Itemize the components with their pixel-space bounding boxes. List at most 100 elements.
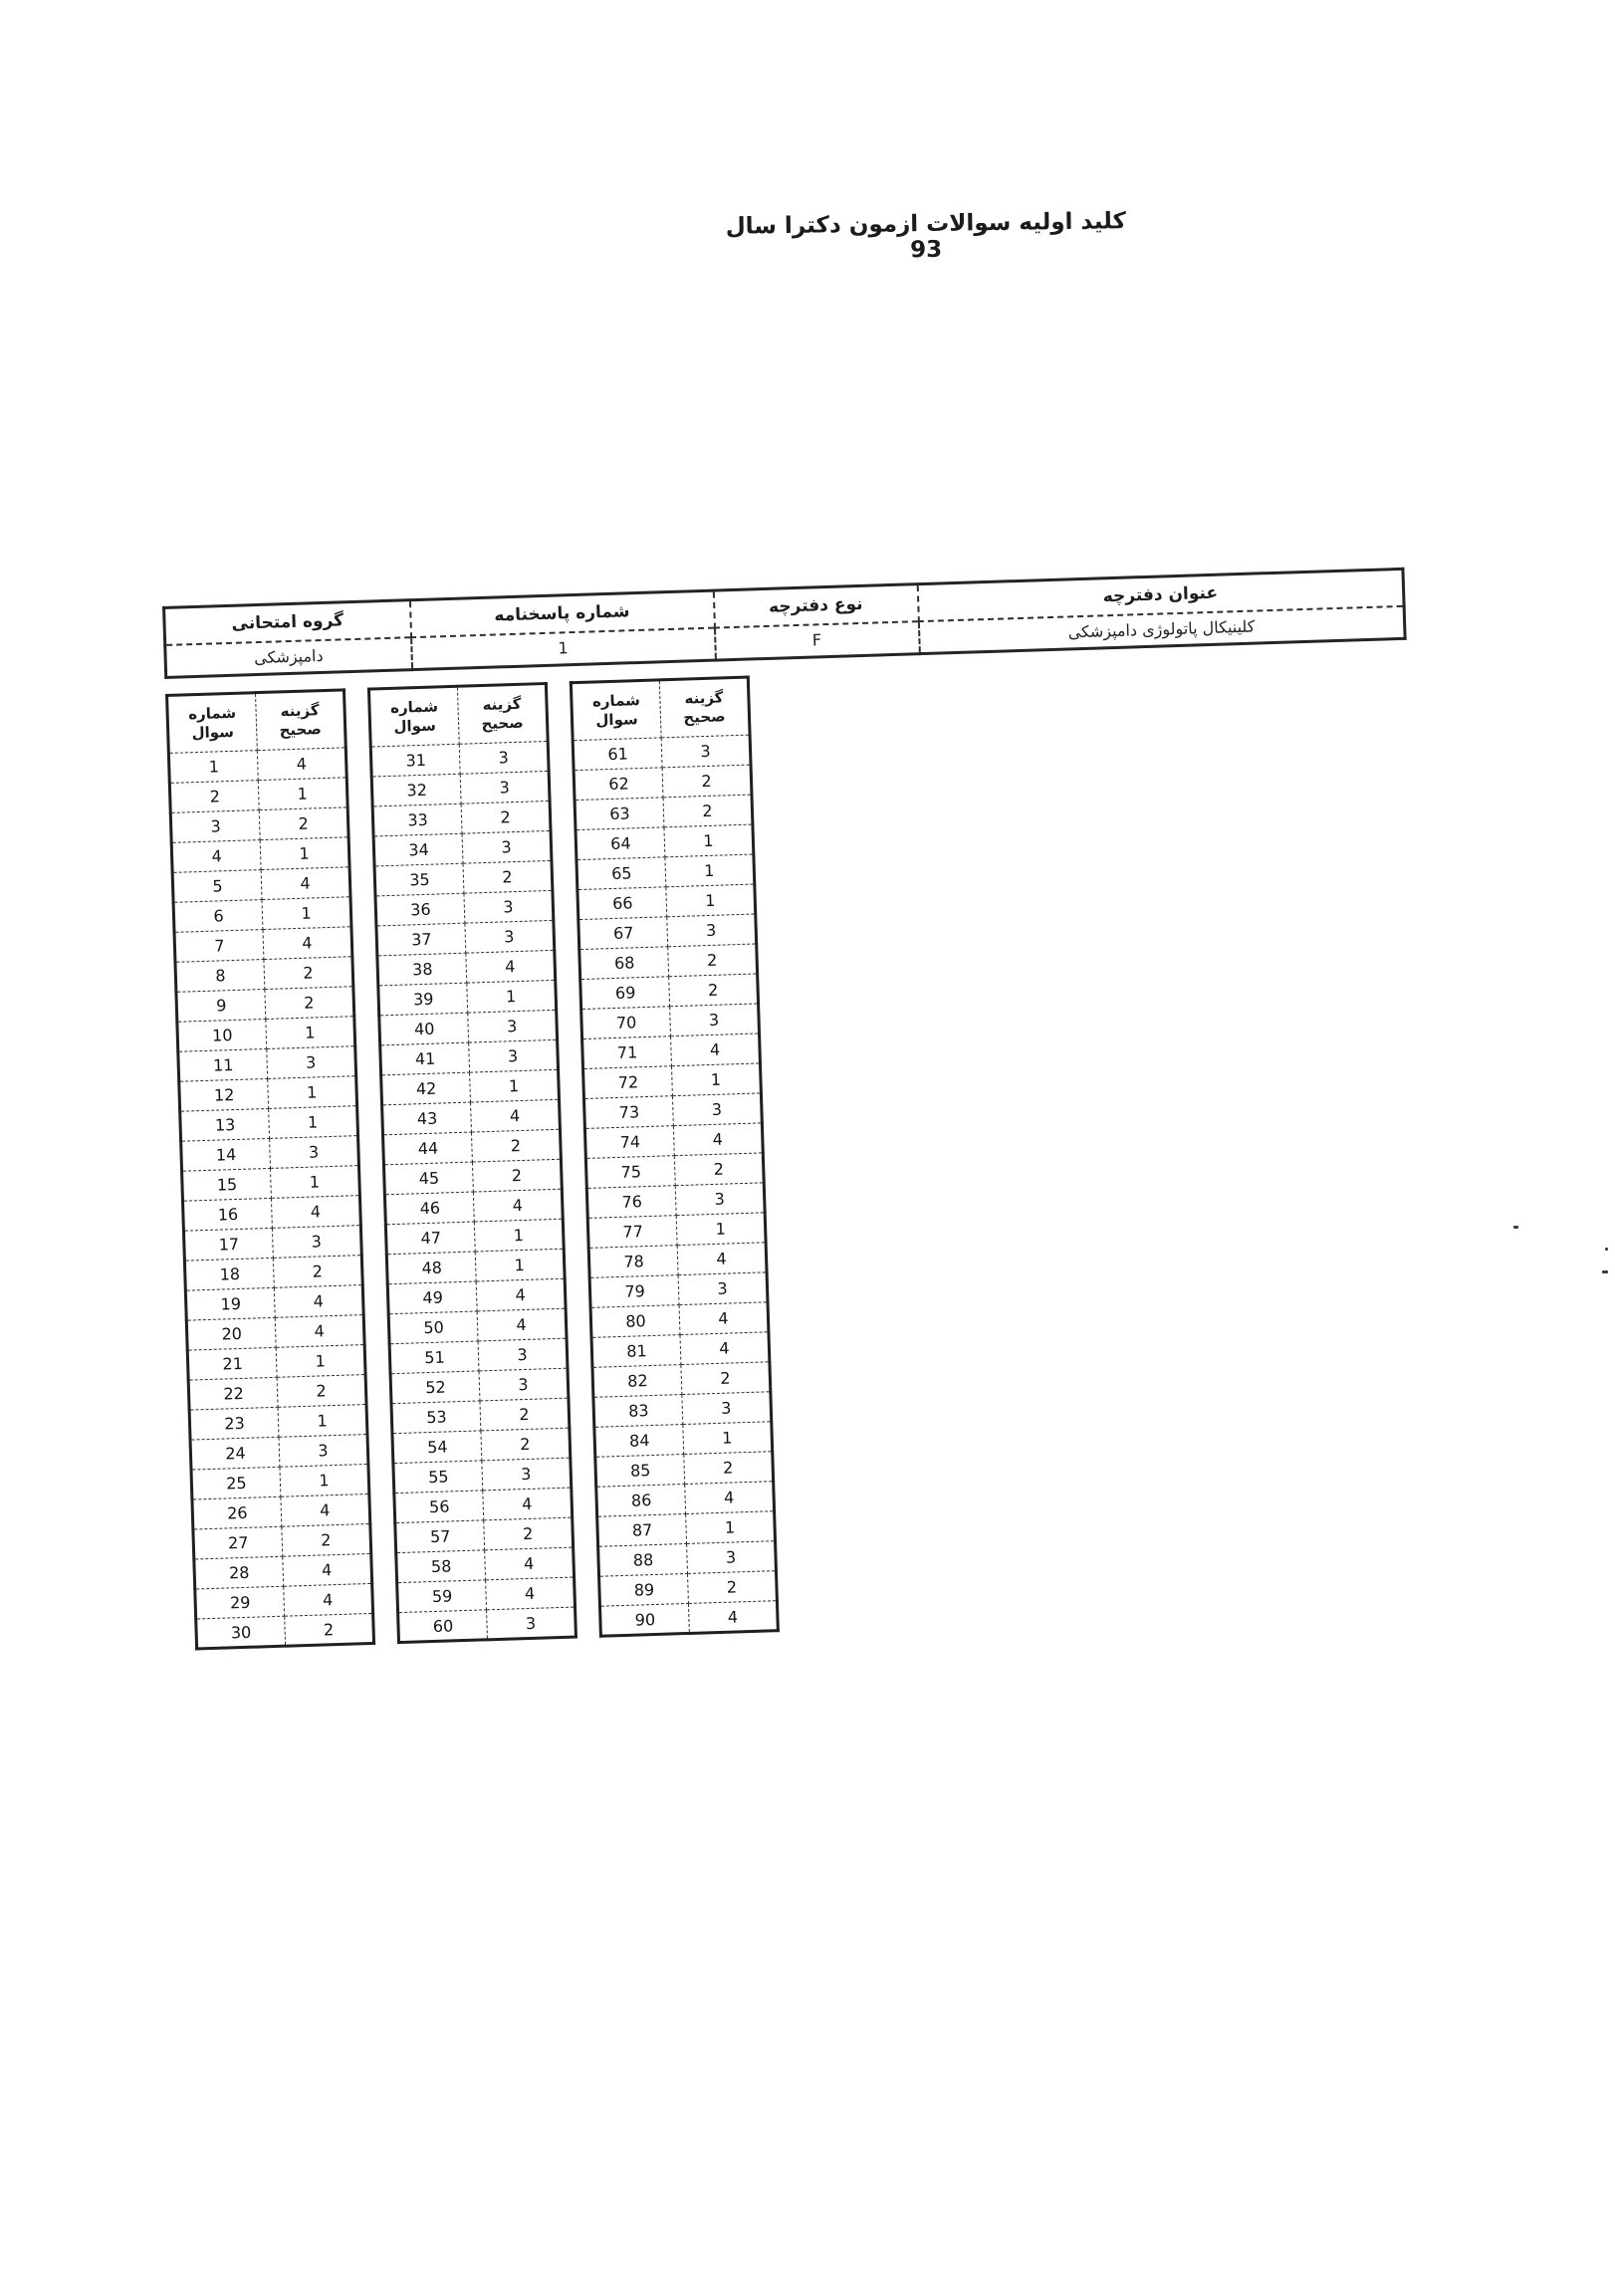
question-number-cell: 58	[395, 1549, 486, 1583]
answer-table-header-row: شماره سوال گزینه صحیح	[166, 689, 346, 754]
question-number-cell: 46	[384, 1192, 475, 1225]
correct-option-cell: 4	[473, 1189, 564, 1223]
correct-option-cell: 3	[272, 1225, 362, 1259]
correct-option-cell: 4	[484, 1547, 575, 1580]
correct-option-cell: 2	[479, 1398, 570, 1431]
question-number-cell: 27	[192, 1526, 283, 1560]
correct-option-cell: 3	[661, 735, 752, 768]
correct-option-cell: 4	[470, 1099, 561, 1133]
question-number-cell: 35	[374, 863, 464, 896]
question-number-cell: 16	[182, 1198, 273, 1232]
question-number-cell: 25	[190, 1467, 281, 1500]
question-number-cell: 77	[587, 1215, 678, 1249]
question-number-cell: 14	[180, 1138, 271, 1172]
correct-option-cell: 1	[262, 896, 351, 930]
correct-option-cell: 1	[665, 884, 756, 917]
correct-option-cell: 1	[466, 980, 557, 1014]
correct-option-cell: 1	[475, 1249, 566, 1281]
correct-option-cell: 2	[667, 943, 758, 977]
question-number-cell: 90	[599, 1603, 690, 1637]
correct-option-cell: 3	[675, 1182, 766, 1216]
question-number-cell: 75	[585, 1155, 676, 1189]
correct-option-cell: 4	[485, 1577, 576, 1610]
question-number-cell: 38	[376, 953, 467, 986]
answer-row: 90 4	[599, 1600, 779, 1637]
correct-option-cell: 3	[459, 741, 550, 775]
question-number-cell: 31	[370, 744, 461, 778]
question-number-cell: 42	[380, 1072, 471, 1105]
correct-option-cell: 2	[462, 860, 553, 894]
correct-option-cell: 4	[283, 1583, 373, 1617]
correct-option-cell: 3	[462, 830, 552, 864]
correct-option-cell: 1	[682, 1421, 773, 1455]
question-number-cell: 52	[390, 1370, 480, 1404]
correct-option-cell: 4	[282, 1553, 372, 1587]
question-number-cell: 84	[593, 1424, 684, 1458]
correct-option-cell: 4	[257, 747, 347, 781]
question-number-cell: 6	[173, 899, 263, 933]
question-number-cell: 59	[396, 1579, 487, 1613]
correct-option-cell: 1	[474, 1219, 565, 1252]
correct-option-cell: 3	[269, 1135, 359, 1169]
info-value-exam-group: دامپزشکی	[164, 636, 412, 678]
correct-option-cell: 4	[465, 950, 556, 984]
question-number-cell: 89	[598, 1573, 689, 1607]
correct-option-cell: 2	[264, 986, 354, 1020]
correct-option-cell: 4	[677, 1242, 768, 1275]
correct-option-cell: 2	[680, 1361, 771, 1395]
question-number-header: شماره سوال	[166, 692, 258, 754]
question-number-cell: 3	[170, 809, 261, 843]
question-number-cell: 68	[578, 946, 669, 980]
correct-option-cell: 3	[478, 1338, 568, 1371]
correct-option-cell: 4	[684, 1481, 775, 1514]
question-number-header: شماره سوال	[571, 679, 662, 741]
correct-option-cell: 2	[284, 1613, 374, 1647]
question-number-cell: 74	[584, 1125, 675, 1159]
correct-option-cell: 4	[688, 1600, 779, 1634]
correct-option-cell: 1	[676, 1212, 767, 1246]
scan-artifact	[1605, 1248, 1608, 1251]
correct-option-cell: 4	[679, 1301, 769, 1335]
question-number-cell: 78	[588, 1245, 679, 1278]
question-number-cell: 67	[577, 916, 668, 950]
info-value-booklet-type: F	[714, 620, 920, 661]
question-number-cell: 21	[187, 1347, 278, 1381]
correct-option-cell: 4	[275, 1314, 365, 1348]
question-number-cell: 15	[181, 1168, 272, 1202]
question-number-cell: 19	[185, 1287, 276, 1321]
correct-option-cell: 3	[669, 1003, 760, 1036]
correct-option-cell: 4	[482, 1488, 573, 1520]
question-number-cell: 41	[379, 1042, 470, 1075]
correct-option-cell: 2	[461, 801, 552, 834]
question-number-cell: 7	[174, 929, 264, 963]
question-number-cell: 11	[177, 1048, 268, 1082]
page-title: کلید اولیه سوالات ازمون دکترا سال 93	[725, 208, 1127, 264]
question-number-cell: 56	[393, 1490, 484, 1523]
scan-artifact	[1602, 1270, 1608, 1273]
question-number-cell: 8	[174, 959, 265, 993]
question-number-cell: 28	[193, 1556, 284, 1590]
question-number-cell: 18	[184, 1258, 275, 1291]
correct-option-cell: 3	[467, 1010, 558, 1043]
question-number-cell: 44	[382, 1132, 473, 1165]
correct-option-cell: 2	[277, 1374, 367, 1408]
answer-table-header-row: شماره سوال گزینه صحیح	[571, 677, 751, 741]
question-number-cell: 22	[188, 1377, 279, 1411]
question-number-cell: 53	[390, 1400, 481, 1434]
question-number-cell: 20	[186, 1317, 277, 1351]
correct-option-cell: 3	[266, 1045, 356, 1079]
question-number-cell: 5	[172, 869, 263, 903]
correct-option-cell: 3	[672, 1092, 763, 1126]
question-number-cell: 88	[597, 1543, 688, 1577]
correct-option-cell: 1	[267, 1075, 357, 1109]
question-number-cell: 26	[191, 1496, 282, 1530]
correct-option-cell: 3	[481, 1458, 572, 1491]
correct-option-cell: 1	[685, 1510, 776, 1544]
question-number-cell: 62	[574, 767, 664, 801]
correct-option-cell: 4	[477, 1308, 568, 1341]
correct-option-cell: 1	[671, 1062, 762, 1096]
correct-option-cell: 1	[258, 777, 348, 810]
answer-table-header-row: شماره سوال گزینه صحیح	[368, 683, 549, 748]
question-number-cell: 50	[388, 1310, 479, 1344]
correct-option-cell: 3	[681, 1391, 772, 1425]
